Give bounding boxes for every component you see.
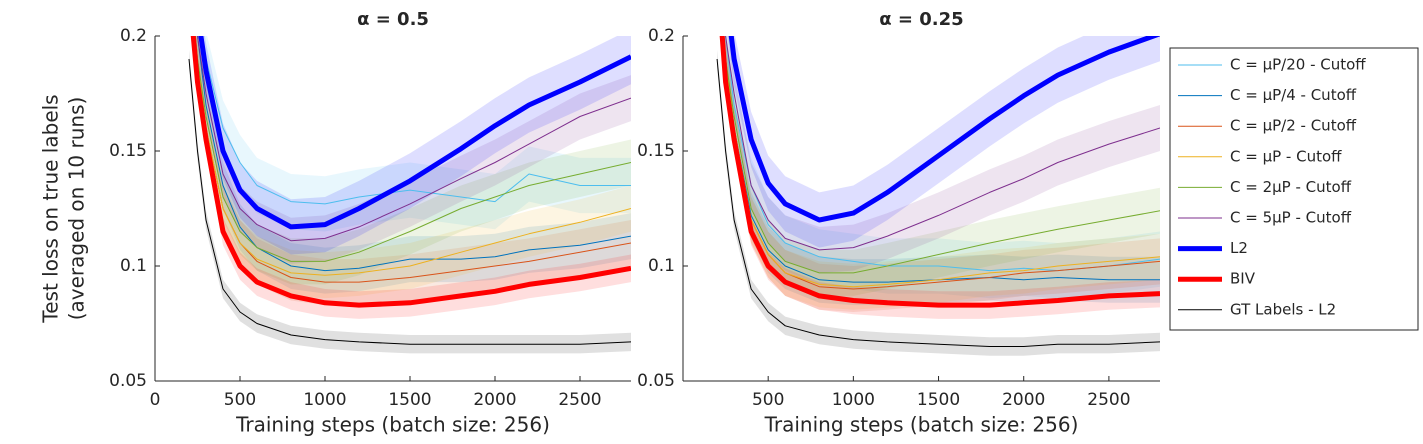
x-tick-label: 2500	[1087, 390, 1130, 410]
series-line	[188, 58, 631, 345]
legend-label: C = μP/4 - Cutoff	[1230, 86, 1357, 104]
y-axis-label: (averaged on 10 runs)	[65, 97, 89, 321]
y-tick-label: 0.05	[637, 371, 675, 391]
series-line	[716, 58, 1160, 347]
x-tick-label: 2000	[1002, 390, 1045, 410]
x-tick-label: 1000	[303, 390, 346, 410]
series-line	[725, 36, 1160, 272]
y-tick-label: 0.2	[648, 26, 675, 46]
error-band	[197, 36, 631, 255]
error-band	[193, 36, 631, 299]
y-tick-label: 0.15	[109, 141, 147, 161]
chart-title: α = 0.25	[879, 9, 963, 30]
series-line	[190, 36, 631, 308]
x-tick-label: 500	[752, 390, 784, 410]
x-axis-label: Training steps (batch size: 256)	[235, 413, 550, 437]
error-band	[727, 36, 1160, 248]
y-tick-label: 0.2	[120, 26, 147, 46]
legend-label: C = μP/2 - Cutoff	[1230, 117, 1357, 135]
series-line	[196, 36, 631, 242]
y-tick-label: 0.15	[637, 141, 675, 161]
error-band	[197, 36, 631, 232]
error-band	[723, 36, 1160, 299]
plot-area	[188, 36, 631, 354]
series-line	[194, 36, 631, 262]
plot-area	[716, 36, 1160, 356]
series-line	[198, 36, 631, 230]
legend-label: C = 5μP - Cutoff	[1230, 209, 1352, 227]
series-line	[728, 36, 1160, 223]
chart-title: α = 0.5	[357, 9, 429, 30]
x-tick-label: 1500	[917, 390, 960, 410]
y-tick-label: 0.1	[120, 256, 147, 276]
x-tick-label: 2500	[558, 390, 601, 410]
error-band	[722, 36, 1160, 310]
legend-label: BIV	[1230, 270, 1256, 288]
x-tick-label: 1500	[388, 390, 431, 410]
error-band	[722, 36, 1160, 312]
error-band	[195, 36, 631, 294]
legend-label: C = μP/20 - Cutoff	[1230, 56, 1366, 74]
y-axis-label: Test loss on true labels	[39, 94, 63, 323]
x-tick-label: 2000	[473, 390, 516, 410]
series-line	[725, 36, 1160, 251]
series-line	[201, 36, 631, 205]
error-band	[723, 36, 1160, 273]
y-tick-label: 0.05	[109, 371, 147, 391]
legend-label: GT Labels - L2	[1230, 300, 1336, 318]
error-band	[193, 36, 631, 285]
error-band	[195, 36, 631, 264]
series-line	[719, 36, 1160, 308]
y-tick-label: 0.1	[648, 256, 675, 276]
series-line	[723, 36, 1160, 274]
series-line	[194, 36, 631, 276]
x-tick-label: 0	[150, 390, 161, 410]
error-band	[721, 36, 1160, 319]
x-tick-label: 1000	[832, 390, 875, 410]
x-axis-label: Training steps (batch size: 256)	[764, 413, 1079, 437]
legend-label: L2	[1230, 239, 1248, 257]
error-band	[722, 36, 1160, 306]
legend-label: C = 2μP - Cutoff	[1230, 178, 1352, 196]
x-tick-label: 500	[224, 390, 256, 410]
legend-label: C = μP - Cutoff	[1230, 147, 1342, 165]
series-line	[196, 36, 631, 272]
legend-box	[1169, 47, 1419, 331]
